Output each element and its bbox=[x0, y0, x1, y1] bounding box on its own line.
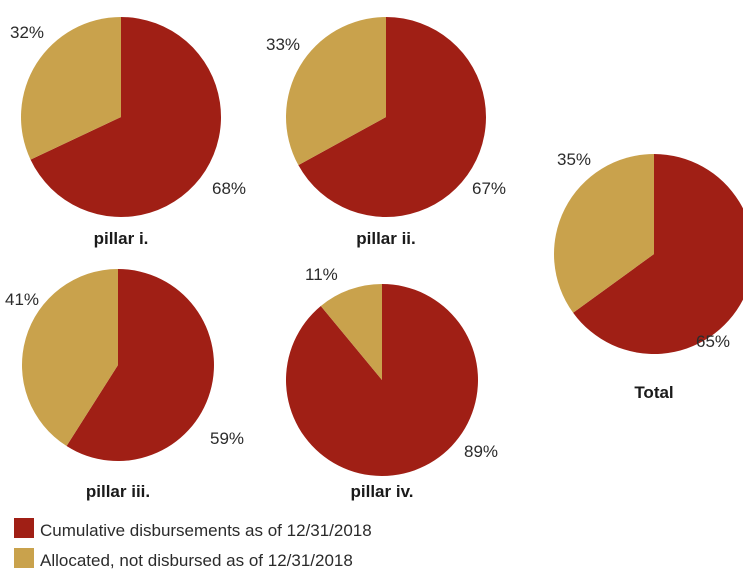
pie-chart-3: 59% 41% pillar iii. bbox=[5, 269, 244, 501]
pie-title: pillar iv. bbox=[351, 482, 414, 501]
pie-chart-2: 67% 33% pillar ii. bbox=[266, 17, 506, 248]
data-label-disbursed: 89% bbox=[464, 442, 498, 461]
pie-slice-allocated bbox=[554, 154, 654, 313]
data-label-disbursed: 65% bbox=[696, 332, 730, 351]
pie-title: pillar i. bbox=[94, 229, 149, 248]
pie-slice-disbursed bbox=[286, 284, 479, 476]
pie-slice-disbursed bbox=[298, 17, 486, 217]
pie-title: pillar ii. bbox=[356, 229, 416, 248]
data-label-disbursed: 68% bbox=[212, 179, 246, 198]
pie-title: Total bbox=[634, 383, 673, 402]
pie-slice-allocated bbox=[21, 269, 118, 447]
legend-label-disbursed: Cumulative disbursements as of 12/31/201… bbox=[40, 521, 372, 540]
legend-swatch-allocated bbox=[14, 548, 34, 568]
pie-slice-disbursed bbox=[30, 17, 222, 218]
data-label-disbursed: 67% bbox=[472, 179, 506, 198]
data-label-allocated: 41% bbox=[5, 290, 39, 309]
pie-slice-allocated bbox=[285, 17, 386, 166]
legend-item-allocated: Allocated, not disbursed as of 12/31/201… bbox=[14, 548, 353, 570]
pie-slice-allocated bbox=[320, 284, 382, 380]
legend-item-disbursed: Cumulative disbursements as of 12/31/201… bbox=[14, 518, 372, 540]
data-label-allocated: 32% bbox=[10, 23, 44, 42]
pie-title: pillar iii. bbox=[86, 482, 150, 501]
data-label-allocated: 35% bbox=[557, 150, 591, 169]
legend: Cumulative disbursements as of 12/31/201… bbox=[14, 518, 372, 570]
pie-slice-disbursed bbox=[573, 154, 743, 354]
pies-group: 68% 32% pillar i. 67% 33% pillar ii. 59% 41% pil… bbox=[5, 17, 743, 501]
pie-slice-allocated bbox=[21, 17, 121, 160]
data-label-allocated: 11% bbox=[305, 265, 338, 284]
legend-label-allocated: Allocated, not disbursed as of 12/31/201… bbox=[40, 551, 353, 570]
pie-chart-5: 65% 35% Total bbox=[554, 150, 743, 402]
data-label-disbursed: 59% bbox=[210, 429, 244, 448]
pie-slice-disbursed bbox=[66, 269, 214, 461]
pie-chart-4: 89% 11% pillar iv. bbox=[286, 265, 498, 501]
legend-swatch-disbursed bbox=[14, 518, 34, 538]
data-label-allocated: 33% bbox=[266, 35, 300, 54]
pie-chart-1: 68% 32% pillar i. bbox=[10, 17, 246, 248]
